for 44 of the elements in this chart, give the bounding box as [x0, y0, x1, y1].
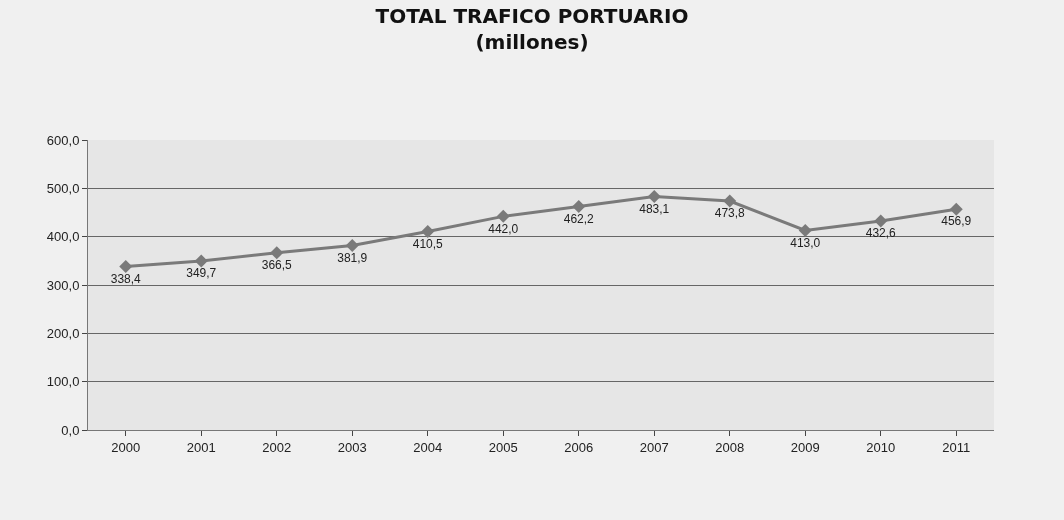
x-tick-label: 2000 — [111, 439, 141, 455]
x-tick-label: 2003 — [337, 439, 367, 455]
data-label: 442,0 — [488, 221, 519, 236]
data-label: 456,9 — [941, 214, 972, 229]
point — [421, 225, 435, 239]
chart-title: TOTAL TRAFICO PORTUARIO — [375, 4, 689, 29]
data-label: 349,7 — [186, 266, 217, 281]
point — [874, 214, 888, 228]
x-tick-label: 2008 — [715, 439, 745, 455]
data-label: 483,1 — [639, 201, 670, 216]
x-tick-label: 2009 — [790, 439, 820, 455]
x-tick-label: 2010 — [866, 439, 896, 455]
point — [194, 254, 208, 268]
data-label: 366,5 — [261, 258, 293, 273]
point — [647, 190, 661, 203]
point — [949, 202, 963, 216]
x-tick-label: 2001 — [186, 439, 216, 455]
point — [345, 238, 359, 252]
x-tick-label: 2002 — [262, 439, 292, 455]
data-label: 338,4 — [110, 271, 142, 286]
x-tick-label: 2007 — [639, 439, 669, 455]
point — [723, 194, 737, 208]
data-label: 381,9 — [337, 250, 368, 265]
point — [572, 200, 586, 214]
point — [119, 259, 133, 273]
point — [798, 223, 812, 237]
y-tick-label: 500,0 — [46, 180, 80, 196]
point — [496, 209, 510, 223]
y-tick-label: 600,0 — [46, 132, 80, 148]
y-tick-label: 400,0 — [46, 229, 80, 245]
point — [270, 246, 284, 260]
y-tick-label: 100,0 — [46, 374, 80, 390]
chart-subtitle: (millones) — [475, 30, 589, 55]
data-label: 462,2 — [563, 211, 595, 226]
x-tick-label: 2004 — [413, 439, 443, 455]
data-label: 473,8 — [714, 206, 746, 221]
y-tick-label: 0,0 — [61, 422, 80, 438]
x-tick-label: 2005 — [488, 439, 518, 455]
x-tick-label: 2006 — [564, 439, 594, 455]
data-label: 413,0 — [790, 235, 821, 250]
x-tick-label: 2011 — [942, 439, 971, 455]
y-tick-label: 300,0 — [46, 277, 80, 293]
y-tick-label: 200,0 — [46, 325, 80, 341]
data-label: 410,5 — [412, 236, 444, 251]
